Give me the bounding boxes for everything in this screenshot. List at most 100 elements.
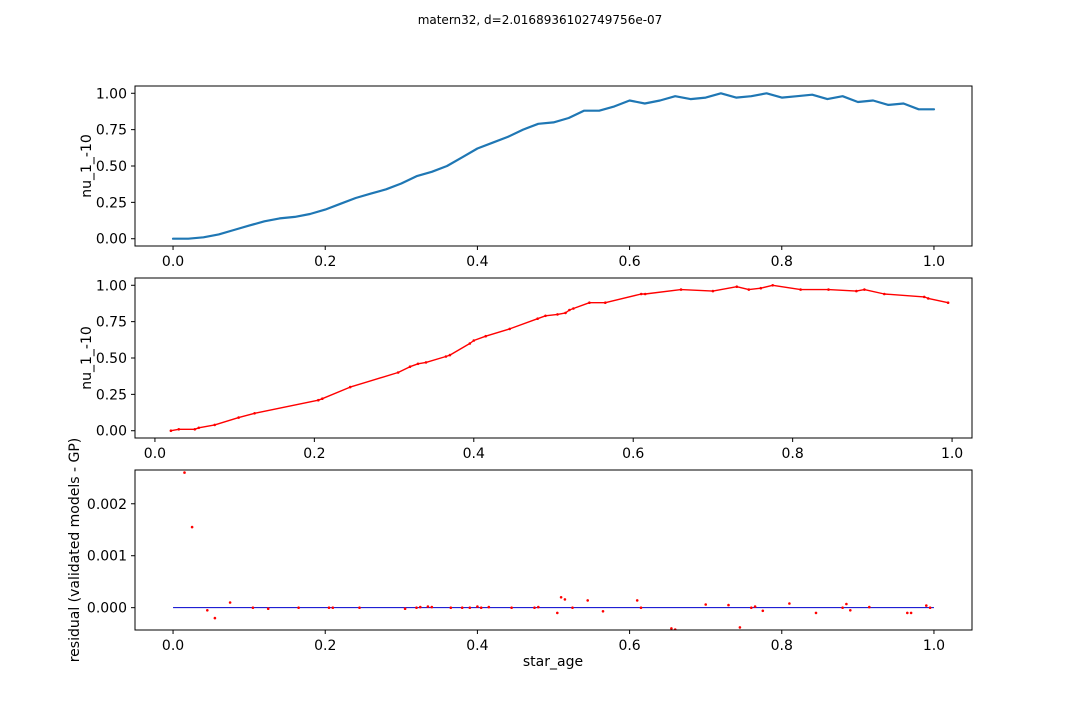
middle-panel-data-point [926,297,930,300]
bottom-panel-data-point [327,606,331,609]
middle-panel-data-point [799,288,802,291]
middle-panel-data-point [747,288,751,291]
bottom-panel-data-point [426,605,430,608]
middle-panel-data-point [448,353,452,357]
middle-panel-data-point [472,339,476,342]
top-panel-x-tick-label: 0.4 [466,254,488,270]
middle-panel-data-point [253,412,256,415]
bottom-panel-data-point [704,603,707,606]
top-panel-y-tick-label: 1.00 [96,86,127,102]
bottom-panel-data-point [487,605,491,609]
middle-panel-data-point [416,362,420,366]
top-panel-ylabel: nu_1_-10 [79,134,95,198]
top-panel-plot-area [171,92,936,240]
bottom-panel-data-point [906,611,909,615]
bottom-panel-data-point [430,605,434,609]
top-panel-series-line [171,92,936,240]
middle-panel-data-point [193,428,197,431]
middle-panel-data-point [883,292,886,296]
bottom-panel-data-point [266,607,270,610]
middle-panel-data-point [484,334,488,338]
middle-panel-data-point [508,327,512,331]
middle-panel-data-point [679,288,683,291]
bottom-panel-x-tick-label: 1.0 [923,638,945,654]
middle-panel-y-tick-label: 1.00 [96,278,127,294]
top-panel-x-tick-label: 0.8 [771,254,793,270]
bottom-panel-data-point [476,605,479,608]
middle-panel-plot-area [169,284,950,433]
bottom-panel-data-point [403,607,407,610]
bottom-panel-data-point [419,605,422,609]
bottom-panel-data-point [727,603,730,607]
bottom-panel-data-point [206,609,209,612]
bottom-panel-data-point [213,616,217,620]
bottom-panel-x-tick-label: 0.2 [314,638,336,654]
middle-panel-data-point [759,286,763,290]
bottom-panel-data-point [601,610,605,613]
middle-panel-data-point [946,301,950,305]
middle-panel-data-point [169,429,173,433]
bottom-panel-data-point [190,525,194,529]
bottom-panel-data-point [928,606,932,609]
middle-panel-data-point [855,289,858,293]
bottom-panel-data-point [563,598,567,601]
bottom-panel-data-point [738,626,742,629]
bottom-panel-x-tick-label: 0.4 [466,638,488,654]
bottom-panel-data-point [228,601,232,604]
bottom-panel-data-point [814,611,818,615]
bottom-panel-ylabel: residual (validated models - GP) [67,438,83,663]
bottom-panel-data-point [753,605,757,608]
bottom-panel-x-tick-label: 0.8 [771,638,793,654]
bottom-panel-data-point [841,606,844,609]
bottom-panel-y-tick-label: 0.000 [87,601,127,617]
top-panel-x-tick-label: 0.2 [314,254,336,270]
middle-panel-data-point [544,314,547,318]
figure-suptitle: matern32, d=2.0168936102749756e-07 [418,13,663,27]
middle-panel-x-tick-label: 1.0 [941,446,963,462]
bottom-panel-data-point [510,606,513,609]
bottom-panel-data-point [533,606,536,609]
bottom-panel-data-point [670,627,673,630]
bottom-panel-data-point [331,606,335,609]
bottom-panel-data-point [761,609,765,613]
middle-panel-x-tick-label: 0.4 [463,446,485,462]
bottom-panel-data-point [639,606,643,609]
middle-panel-ylabel: nu_1_-10 [79,326,95,390]
bottom-panel-data-point [868,605,871,609]
middle-panel-data-point [604,301,607,305]
middle-panel-data-point [408,365,412,369]
bottom-panel-data-point [468,606,472,609]
bottom-panel-plot-area [173,471,934,630]
middle-panel-data-point [568,308,571,312]
top-panel-x-tick-label: 1.0 [923,254,945,270]
bottom-panel-x-tick-label: 0.0 [162,638,184,654]
top-panel-y-tick-label: 0.25 [96,195,127,211]
middle-panel-data-point [424,361,428,364]
middle-panel-data-point [536,317,539,321]
middle-panel-data-point [735,285,739,289]
top-panel-y-tick-label: 0.00 [96,232,127,248]
top-panel-x-tick-label: 0.0 [162,254,184,270]
middle-panel-data-point [588,301,591,305]
middle-panel-data-point [348,385,352,389]
bottom-panel-y-tick-label: 0.001 [87,549,127,565]
bottom-panel-data-point [586,599,589,602]
middle-panel-y-tick-label: 0.00 [96,424,127,440]
top-panel: nu_1_-10 0.0 0.2 0.4 0.6 0.8 1.0 0.00 0.25 0.50 0… [79,85,973,270]
bottom-panel-data-point [449,606,453,609]
bottom-panel-data-point [415,606,418,609]
bottom-panel-x-tick-label: 0.6 [618,638,640,654]
bottom-panel-xlabel: star_age [523,654,583,670]
middle-panel-data-point [237,416,240,419]
middle-panel-data-point [317,398,320,402]
middle-panel-data-point [572,307,575,310]
middle-panel-x-tick-label: 0.0 [144,446,166,462]
bottom-panel-data-point [788,602,791,605]
middle-panel-data-point [197,426,201,430]
bottom-panel-data-point [845,602,848,606]
middle-panel-x-tick-label: 0.6 [622,446,644,462]
middle-panel-data-point [564,311,567,315]
bottom-panel-data-point [251,606,255,609]
bottom-panel-data-point [635,599,639,602]
